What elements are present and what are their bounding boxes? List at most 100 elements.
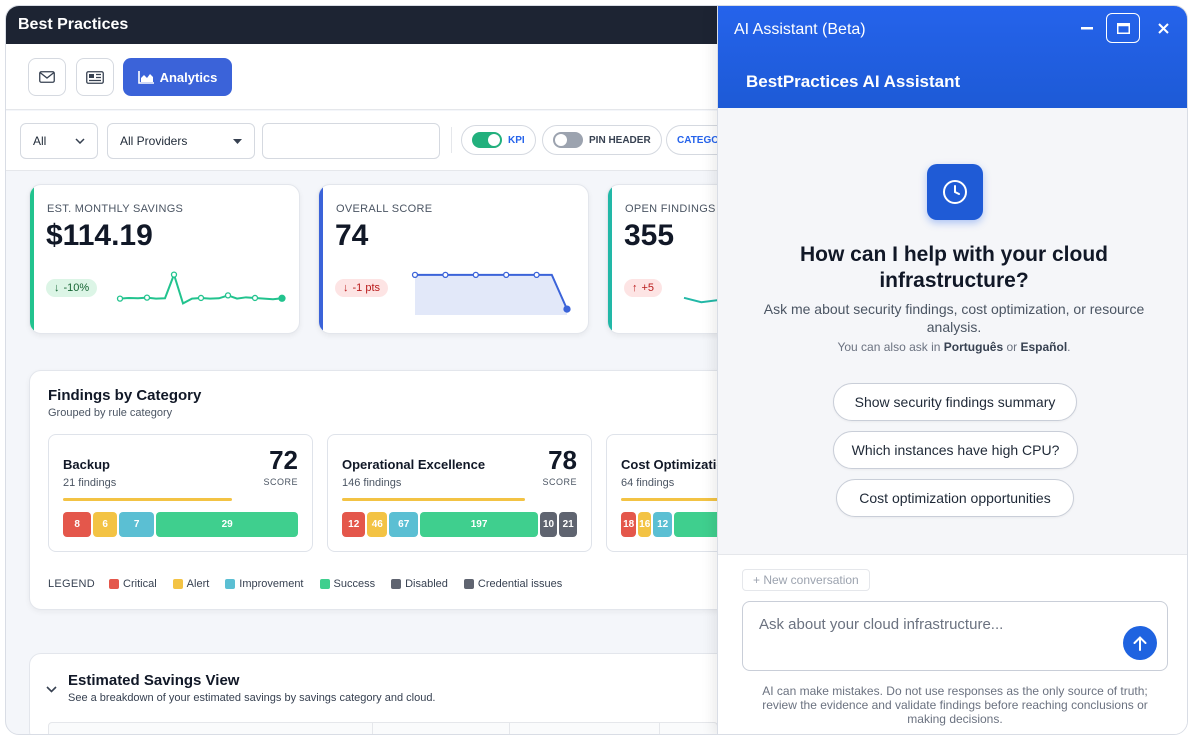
legend-label: Improvement bbox=[239, 578, 304, 590]
ai-disclaimer: AI can make mistakes. Do not use respons… bbox=[762, 684, 1148, 726]
sparkline-point bbox=[411, 271, 419, 279]
estimated-savings-section: Estimated Savings View See a breakdown o… bbox=[29, 653, 734, 734]
segment-credential: 21 bbox=[559, 512, 577, 537]
segment-success: 29 bbox=[156, 512, 298, 537]
suggestion-button[interactable]: Show security findings summary bbox=[833, 383, 1077, 421]
send-button[interactable] bbox=[1123, 626, 1157, 660]
score-progress-bar bbox=[342, 498, 526, 501]
segment-improvement: 7 bbox=[118, 512, 155, 537]
legend-swatch bbox=[319, 579, 330, 589]
sparkline-point bbox=[278, 294, 286, 302]
divider bbox=[451, 127, 452, 153]
ai-assistant-panel: AI Assistant (Beta) BestPractices AI Ass… bbox=[717, 6, 1187, 734]
segment-improvement: 67 bbox=[389, 512, 419, 537]
legend-swatch bbox=[172, 579, 183, 589]
suggestion-button[interactable]: Which instances have high CPU? bbox=[833, 431, 1078, 469]
legend-label: Alert bbox=[186, 578, 210, 590]
language-hint: You can also ask in Português or Español… bbox=[837, 340, 1071, 354]
category-card-operational-excellence[interactable]: Operational Excellence 146 findings 78 S… bbox=[327, 434, 592, 552]
sparkline-path bbox=[415, 273, 568, 310]
segment-success: 197 bbox=[420, 512, 538, 537]
kpi-card-score[interactable]: OVERALL SCORE 74 ↓ -1 pts bbox=[318, 184, 589, 334]
delta-badge: ↓ -1 pts bbox=[335, 279, 389, 297]
category-card-cost-optimization[interactable]: Cost Optimization 64 findings 18 16 12 bbox=[606, 434, 733, 552]
pin-header-toggle[interactable]: PIN HEADER bbox=[542, 125, 662, 155]
analytics-button[interactable]: Analytics bbox=[123, 58, 232, 96]
ai-welcome: How can I help with your cloud infrastru… bbox=[718, 108, 1187, 554]
score-label: SCORE bbox=[542, 477, 577, 487]
sparkline-point bbox=[533, 271, 540, 279]
sparkline-point bbox=[442, 271, 449, 279]
legend-label: Disabled bbox=[405, 578, 448, 590]
ai-assistant-title: BestPractices AI Assistant bbox=[746, 72, 961, 91]
suggestion-button[interactable]: Cost optimization opportunities bbox=[836, 479, 1074, 517]
legend-swatch bbox=[225, 579, 236, 589]
sparkline-point bbox=[197, 294, 205, 302]
delta-badge: ↓ -10% bbox=[46, 279, 98, 297]
delta-badge: ↑ +5 bbox=[624, 279, 663, 297]
arrow-up-icon: ↑ bbox=[632, 282, 638, 294]
collapse-chevron-icon[interactable] bbox=[46, 680, 57, 696]
minimize-icon bbox=[1081, 26, 1093, 29]
kpi-card-savings[interactable]: EST. MONTHLY SAVINGS $114.19 ↓ -10% bbox=[29, 184, 300, 334]
category-name: Operational Excellence bbox=[342, 457, 486, 472]
section-subtitle: See a breakdown of your estimated saving… bbox=[68, 692, 436, 704]
legend-label: Success bbox=[333, 578, 376, 590]
legend-swatch bbox=[463, 579, 474, 589]
kpi-switch[interactable] bbox=[472, 132, 502, 148]
kpi-toggle[interactable]: KPI bbox=[461, 125, 536, 155]
kpi-value: 355 bbox=[624, 219, 675, 252]
message-input[interactable] bbox=[759, 616, 1099, 656]
mail-button[interactable] bbox=[28, 58, 66, 96]
scope-select[interactable]: All bbox=[20, 123, 98, 159]
provider-select[interactable]: All Providers bbox=[107, 123, 255, 159]
legend-title: LEGEND bbox=[48, 578, 96, 590]
segment-alert: 16 bbox=[638, 512, 652, 537]
sparkline bbox=[116, 271, 286, 305]
pin-header-switch[interactable] bbox=[553, 132, 583, 148]
mail-icon bbox=[39, 71, 55, 83]
provider-select-value: All Providers bbox=[120, 134, 188, 148]
minimize-button[interactable] bbox=[1070, 13, 1104, 43]
maximize-button[interactable] bbox=[1106, 13, 1140, 43]
kpi-label: OVERALL SCORE bbox=[336, 203, 433, 215]
lang-spanish: Español bbox=[1020, 340, 1068, 354]
kpi-value: 74 bbox=[335, 219, 369, 252]
category-card-backup[interactable]: Backup 21 findings 72 SCORE 8 6 7 29 bbox=[48, 434, 313, 552]
sparkline-point bbox=[563, 305, 571, 313]
message-composer bbox=[742, 601, 1168, 671]
toolbar: Analytics bbox=[6, 44, 718, 110]
category-score: 78 bbox=[548, 445, 577, 475]
section-title: Estimated Savings View bbox=[68, 672, 240, 689]
sparkline-point bbox=[472, 271, 479, 279]
findings-by-category-card: Findings by Category Grouped by rule cat… bbox=[29, 370, 734, 610]
sparkline-point bbox=[224, 292, 232, 299]
legend-item: Success bbox=[319, 578, 376, 590]
segment-bar: 8 6 7 29 bbox=[63, 512, 298, 537]
section-subtitle: Grouped by rule category bbox=[48, 407, 173, 419]
category-score: 72 bbox=[269, 445, 298, 475]
new-conversation-button[interactable]: + New conversation bbox=[742, 569, 870, 591]
sparkline-point bbox=[170, 271, 178, 278]
legend-item: Disabled bbox=[391, 578, 448, 590]
category-toggle-label: CATEGO bbox=[677, 134, 720, 146]
savings-table bbox=[48, 722, 718, 734]
search-input[interactable] bbox=[262, 123, 440, 159]
clock-icon bbox=[927, 164, 983, 220]
welcome-description: Ask me about security findings, cost opt… bbox=[763, 301, 1145, 335]
ai-window-title: AI Assistant (Beta) bbox=[734, 21, 866, 38]
close-button[interactable] bbox=[1146, 13, 1180, 43]
segment-bar: 12 46 67 197 10 21 bbox=[342, 512, 577, 537]
report-button[interactable] bbox=[76, 58, 114, 96]
arrow-up-icon bbox=[1133, 635, 1147, 651]
category-name: Backup bbox=[63, 457, 110, 472]
report-icon bbox=[86, 70, 104, 84]
lang-portuguese: Português bbox=[943, 340, 1004, 354]
pin-header-label: PIN HEADER bbox=[589, 134, 651, 146]
legend-label: Critical bbox=[123, 578, 157, 590]
chevron-down-icon bbox=[75, 138, 85, 144]
legend-item: Critical bbox=[109, 578, 157, 590]
arrow-down-icon: ↓ bbox=[54, 282, 60, 294]
sparkline bbox=[411, 271, 571, 315]
scope-select-value: All bbox=[33, 134, 47, 148]
